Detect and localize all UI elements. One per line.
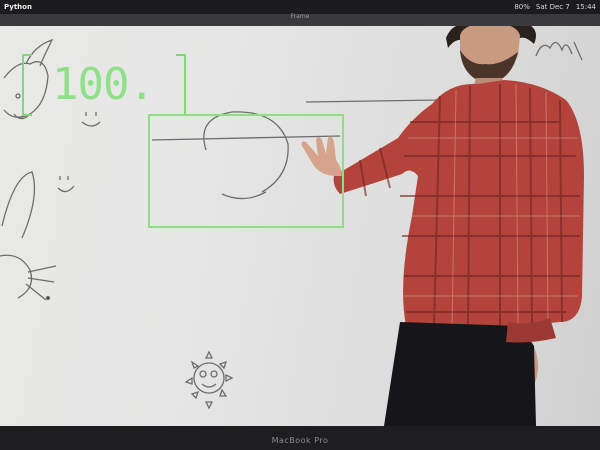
doodle-face	[57, 185, 75, 193]
doodle-circle	[203, 111, 289, 193]
time-status[interactable]: 15:44	[575, 3, 596, 11]
scene-drawing	[0, 26, 584, 426]
laptop-brand: MacBook Pro	[271, 436, 329, 445]
date-status[interactable]: Sat Dec 7	[535, 3, 570, 11]
count-readout: 100.	[52, 59, 155, 110]
app-name[interactable]: Python	[4, 3, 32, 11]
doodle-hand	[535, 41, 583, 61]
counter-bracket-left	[22, 54, 32, 116]
doodle-bunny-ear-2	[1, 171, 36, 239]
doodle-whiskers	[25, 265, 57, 301]
window-title: Frame	[290, 13, 310, 20]
person	[301, 26, 584, 426]
doodle-line-2	[305, 99, 441, 103]
laptop-bezel	[0, 426, 600, 450]
doodle-bunny-eye	[15, 93, 21, 99]
system-menubar: Python 80% Sat Dec 7 15:44	[0, 0, 600, 14]
battery-status[interactable]: 80%	[514, 3, 530, 11]
window-titlebar[interactable]: Frame	[0, 14, 600, 26]
counter-bracket-right	[176, 54, 186, 116]
doodle-sun-body	[193, 362, 225, 394]
video-frame: 100.	[0, 26, 600, 426]
doodle-sun-rays	[184, 350, 234, 410]
doodle-smile	[81, 121, 101, 127]
detection-box	[148, 114, 344, 228]
doodle-line	[151, 135, 341, 141]
